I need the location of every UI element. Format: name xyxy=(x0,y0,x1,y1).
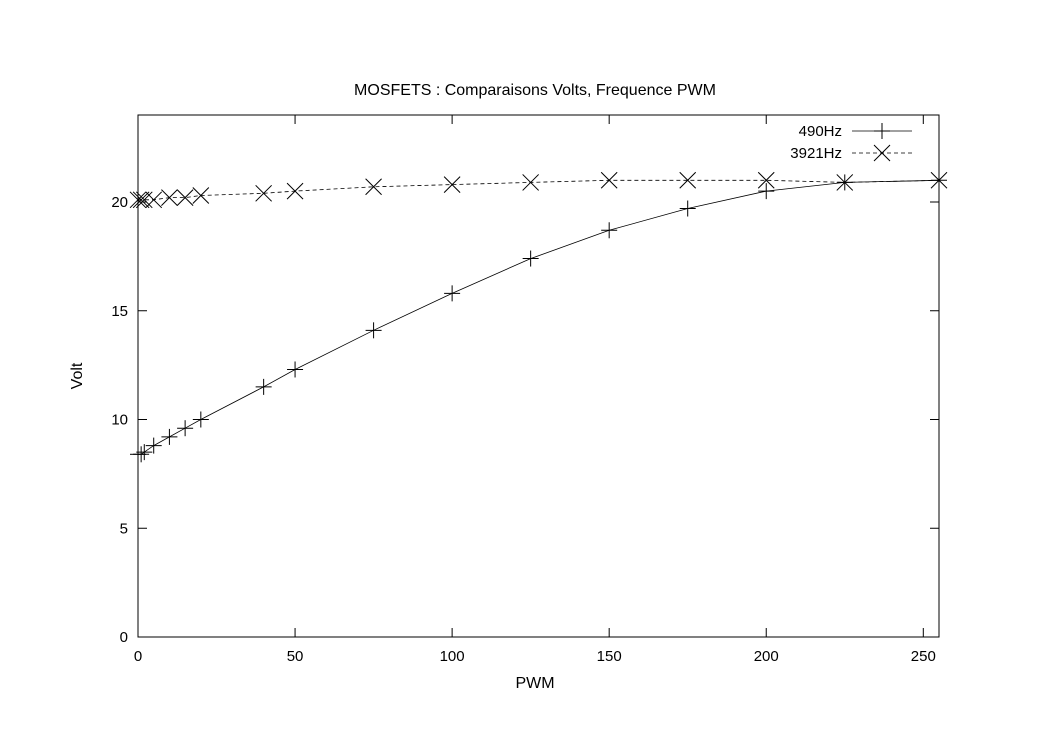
data-point xyxy=(192,187,210,204)
y-tick-label: 10 xyxy=(111,412,128,429)
data-point xyxy=(129,191,147,209)
series-3921Hz xyxy=(129,171,948,209)
data-point xyxy=(522,174,540,191)
data-point xyxy=(132,191,150,209)
legend-marker xyxy=(873,144,891,162)
data-point xyxy=(145,191,163,209)
data-point xyxy=(365,178,382,196)
y-tick-label: 5 xyxy=(120,520,128,537)
axis-tick-labels: 0 50 100 150 200 250 0 5 10 15 20 xyxy=(111,194,935,665)
data-point xyxy=(176,189,194,207)
data-point xyxy=(135,191,153,209)
data-point xyxy=(679,171,697,189)
legend-label: 3921Hz xyxy=(790,145,842,162)
legend-label: 490Hz xyxy=(799,123,842,140)
y-tick-label: 15 xyxy=(111,303,128,320)
data-point xyxy=(600,171,618,189)
data-point xyxy=(757,171,775,189)
chart-title: MOSFETS : Comparaisons Volts, Frequence … xyxy=(354,82,716,99)
y-tick-label: 0 xyxy=(120,629,128,646)
x-tick-label: 50 xyxy=(287,648,304,665)
data-point xyxy=(286,182,304,200)
legend: 490Hz 3921Hz xyxy=(790,123,912,162)
data-point xyxy=(930,171,948,189)
x-tick-label: 150 xyxy=(597,648,622,665)
data-point xyxy=(836,174,854,191)
x-tick-label: 100 xyxy=(440,648,465,665)
series-layer xyxy=(129,171,948,463)
x-tick-label: 200 xyxy=(754,648,779,665)
y-axis-label: Volt xyxy=(69,362,86,389)
y-tick-label: 20 xyxy=(111,194,128,211)
data-point xyxy=(443,176,461,193)
series-490Hz xyxy=(130,172,947,463)
x-tick-label: 250 xyxy=(911,648,936,665)
x-tick-label: 0 xyxy=(134,648,142,665)
data-point xyxy=(255,184,273,202)
plot-frame xyxy=(137,114,940,638)
data-point xyxy=(161,189,178,207)
series-line xyxy=(138,179,940,455)
x-axis-label: PWM xyxy=(515,675,554,692)
